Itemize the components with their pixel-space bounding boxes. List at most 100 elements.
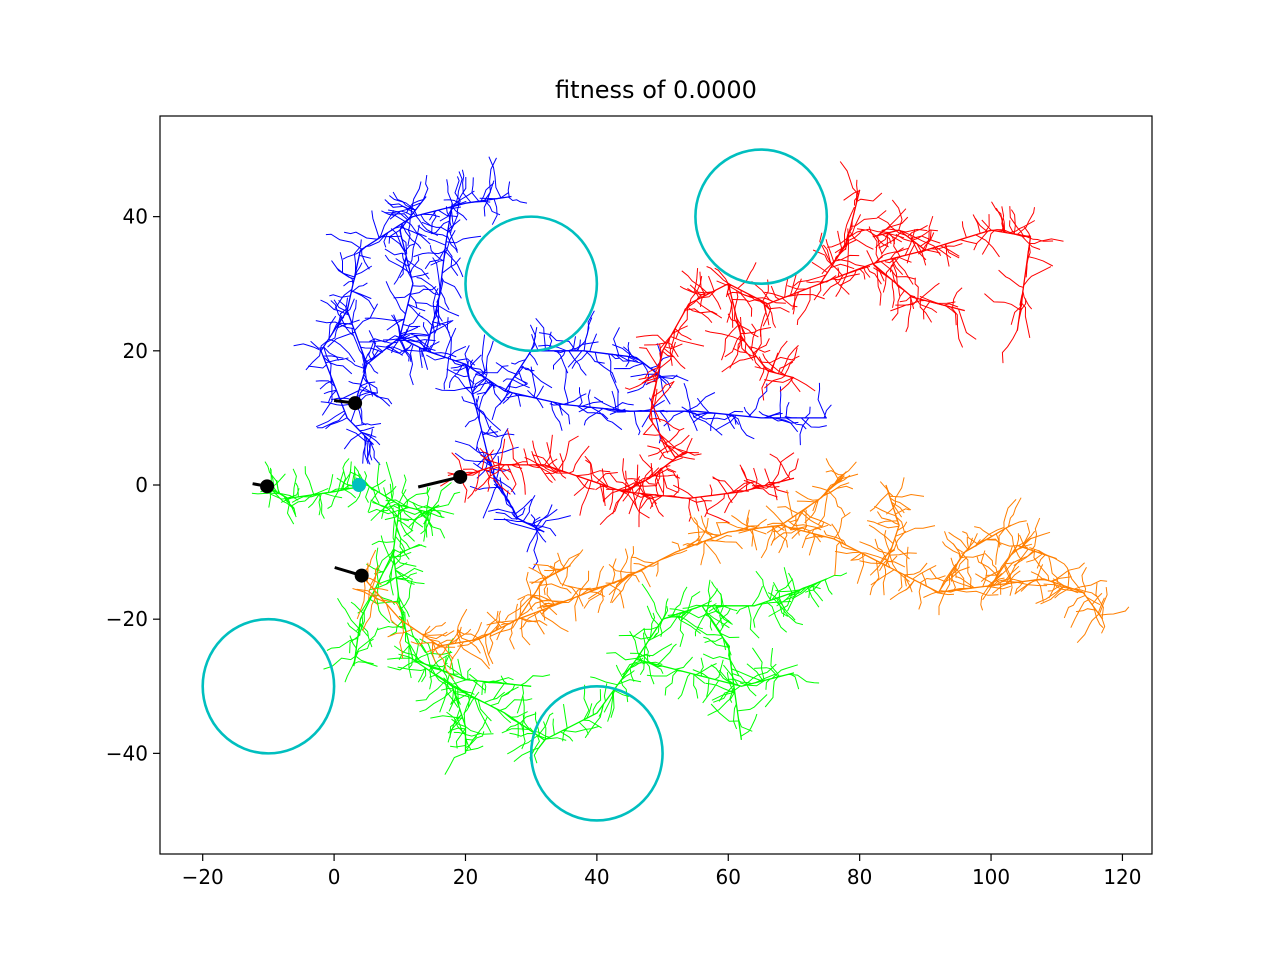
trajectory-twig <box>920 232 935 247</box>
trajectory-twig <box>659 619 663 637</box>
trajectory-twig <box>411 272 429 278</box>
trajectory-twig <box>441 277 462 299</box>
trajectory-twig <box>770 647 780 677</box>
trajectory-twig <box>787 520 822 531</box>
trajectory-twig <box>323 389 337 395</box>
trajectory-twig <box>650 417 681 431</box>
trajectory-twig <box>307 364 327 369</box>
trajectory-twig <box>873 267 892 281</box>
trajectory-twig <box>583 310 595 351</box>
trajectory-twig <box>655 468 663 487</box>
trajectory-twig <box>972 214 981 234</box>
trajectory-twig <box>503 712 524 733</box>
trajectory-twig <box>859 560 883 564</box>
trajectory-twig <box>465 745 484 752</box>
obstacle-circle <box>201 617 336 755</box>
trajectory-twig <box>611 390 617 410</box>
trajectory-twig <box>599 491 625 526</box>
trajectory-twig <box>318 493 325 519</box>
trajectory-twig <box>421 346 428 357</box>
trajectory-twig <box>449 327 457 360</box>
trajectory-twig <box>709 619 713 631</box>
trajectory-twig <box>922 301 931 320</box>
trajectory-twig <box>392 191 416 211</box>
trajectory-twig <box>780 345 799 375</box>
trajectory-twig <box>1004 566 1013 584</box>
trajectory-twig <box>875 232 889 248</box>
trajectory-twig <box>376 210 395 240</box>
trajectory-twig <box>1067 571 1070 588</box>
trajectory-twig <box>529 352 539 366</box>
trajectory-branch <box>392 505 828 741</box>
trajectory-twig <box>529 574 552 583</box>
trajectory-twig <box>950 306 964 348</box>
trajectory-twig <box>824 579 833 595</box>
trajectory-twig <box>1001 329 1018 364</box>
trajectory-twig <box>571 351 589 369</box>
trajectory-twig <box>707 691 736 716</box>
trajectory-series <box>293 156 832 570</box>
trajectory-twig <box>618 634 651 640</box>
trajectory-twig <box>446 664 472 681</box>
trajectory-twig <box>521 695 525 726</box>
trajectory-twig <box>443 199 461 205</box>
trajectory-twig <box>590 406 623 431</box>
trajectory-twig <box>438 209 458 218</box>
trajectory-twig <box>368 338 376 361</box>
trajectory-twig <box>910 233 919 246</box>
trajectory-twig <box>371 479 386 489</box>
trajectory-twig <box>552 401 563 416</box>
trajectory-twig <box>397 517 410 522</box>
trajectory-twig <box>479 197 497 200</box>
trajectory-twig <box>372 342 377 358</box>
trajectory-twig <box>519 713 537 724</box>
trajectory-twig <box>1005 527 1023 562</box>
trajectory-twig <box>526 528 539 553</box>
trajectory-twig <box>884 256 898 264</box>
trajectory-twig <box>337 297 348 325</box>
trajectory-twig <box>651 494 694 499</box>
trajectory-twig <box>834 550 861 555</box>
trajectory-twig <box>423 631 448 640</box>
trajectory-twig <box>812 493 825 512</box>
trajectory-twig <box>346 428 371 443</box>
trajectory-twig <box>386 603 398 627</box>
trajectory-twig <box>568 350 587 376</box>
trajectory-twig <box>876 266 882 306</box>
trajectory-twig <box>764 291 785 298</box>
trajectory-twig <box>740 316 746 342</box>
trajectory-twig <box>482 425 492 435</box>
trajectory-twig <box>483 681 487 694</box>
trajectory-twig <box>975 535 994 547</box>
trajectory-twig <box>364 359 379 374</box>
trajectory-twig <box>446 179 453 204</box>
trajectory-twig <box>342 461 352 491</box>
trajectory-twig <box>403 349 427 352</box>
trajectory-twig <box>961 221 967 238</box>
trajectory-twig <box>450 363 466 369</box>
trajectory-twig <box>519 596 526 617</box>
trajectory-twig <box>408 657 413 669</box>
trajectory-twig <box>755 673 776 684</box>
trajectory-twig <box>495 610 501 631</box>
trajectory-twig <box>465 735 478 741</box>
trajectory-twig <box>917 248 930 255</box>
trajectory-twig <box>719 605 725 628</box>
trajectory-twig <box>318 493 322 516</box>
trajectory-twig <box>478 638 490 666</box>
trajectory-twig <box>615 664 624 679</box>
trajectory-twig <box>391 314 401 335</box>
trajectory-twig <box>812 584 824 602</box>
trajectory-twig <box>402 487 431 507</box>
trajectory-twig <box>1050 576 1072 582</box>
trajectory-twig <box>451 718 466 728</box>
trajectory-twig <box>389 483 393 501</box>
trajectory-twig <box>909 295 915 310</box>
trajectory-twig <box>393 645 422 664</box>
trajectory-twig <box>984 552 999 576</box>
trajectory-twig <box>629 667 635 682</box>
trajectory-twig <box>980 564 1006 582</box>
trajectory-twig <box>1097 597 1105 614</box>
trajectory-twig <box>397 601 407 632</box>
trajectory-twig <box>660 549 688 561</box>
